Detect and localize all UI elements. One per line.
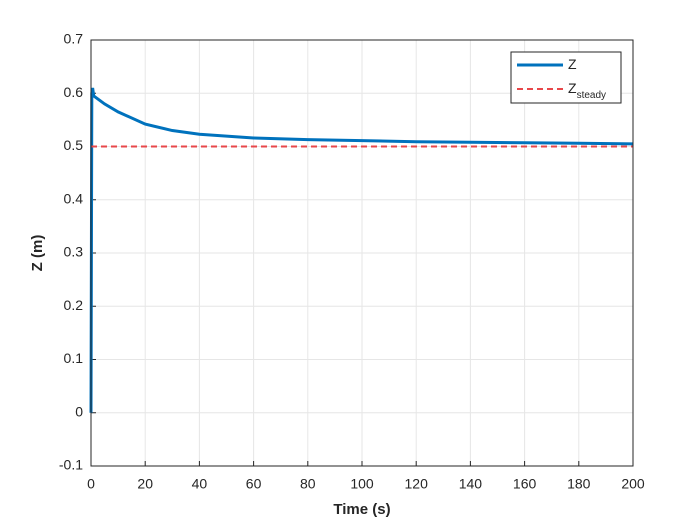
x-tick-label: 0 <box>87 476 95 492</box>
y-tick-label: 0.7 <box>64 31 84 47</box>
y-axis-label: Z (m) <box>29 235 46 272</box>
plot-frame <box>90 39 634 467</box>
y-tick-label: 0.3 <box>64 244 84 260</box>
x-axis-label: Time (s) <box>333 501 390 518</box>
x-tick-label: 100 <box>350 476 374 492</box>
legend-label: Zsteady <box>568 80 606 101</box>
x-tick-label: 80 <box>300 476 316 492</box>
y-tick-label: -0.1 <box>59 457 83 473</box>
legend-subscript: steady <box>577 90 606 101</box>
y-tick-label: 0.1 <box>64 350 84 366</box>
y-tick-label: 0.2 <box>64 297 84 313</box>
y-tick-label: 0.6 <box>64 84 84 100</box>
legend-box <box>510 51 622 104</box>
legend-name: Z <box>568 80 577 96</box>
x-tick-label: 140 <box>459 476 483 492</box>
x-tick-label: 180 <box>567 476 591 492</box>
legend-label: Z <box>568 56 577 72</box>
x-tick-label: 60 <box>246 476 262 492</box>
y-tick-label: 0.5 <box>64 137 84 153</box>
x-tick-label: 120 <box>405 476 429 492</box>
x-tick-label: 160 <box>513 476 537 492</box>
y-tick-label: 0.4 <box>64 190 84 206</box>
x-tick-label: 20 <box>137 476 153 492</box>
x-tick-label: 200 <box>621 476 645 492</box>
series-line <box>89 87 634 413</box>
legend-name: Z <box>568 56 577 72</box>
x-tick-label: 40 <box>192 476 208 492</box>
y-tick-label: 0 <box>75 403 83 419</box>
